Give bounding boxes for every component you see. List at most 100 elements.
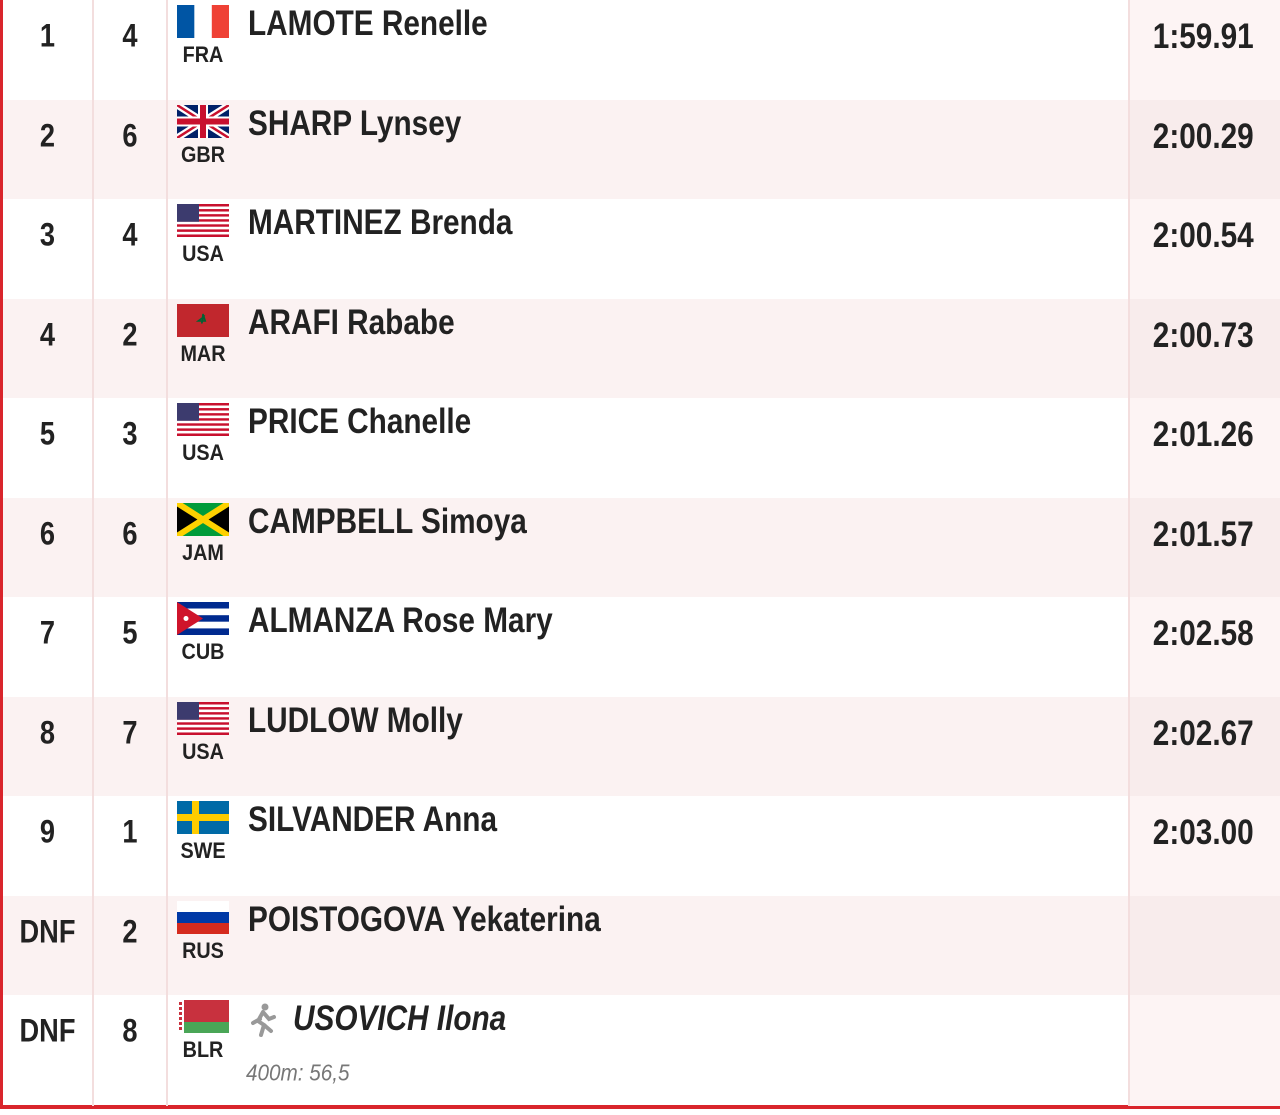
country-code: JAM bbox=[182, 539, 224, 565]
country-code: USA bbox=[182, 440, 224, 465]
lane-cell: 6 bbox=[94, 497, 168, 597]
flag-image bbox=[177, 1000, 229, 1033]
athlete-name: MARTINEZ Brenda bbox=[248, 203, 513, 242]
time-cell: 2:01.57 bbox=[1128, 497, 1280, 597]
result-row: 4 2 MAR ARAFI Rababe 2:00.73 bbox=[3, 298, 1280, 398]
flag bbox=[177, 1000, 229, 1038]
country-code: FRA bbox=[182, 42, 224, 67]
finish-time: 2:01.57 bbox=[1153, 514, 1254, 554]
rank: 9 bbox=[39, 813, 56, 850]
time-cell: 2:02.67 bbox=[1128, 696, 1280, 796]
finish-time: 2:01.26 bbox=[1153, 415, 1254, 454]
result-row: 8 7 USA LUDLOW Molly 2:02.67 bbox=[3, 696, 1280, 797]
flag-image bbox=[175, 499, 231, 539]
rank: 1 bbox=[39, 17, 56, 54]
athlete-name: ALMANZA Rose Mary bbox=[248, 601, 553, 640]
rank-cell: 6 bbox=[3, 497, 94, 597]
lane-cell: 3 bbox=[94, 398, 168, 498]
athlete-name: LUDLOW Molly bbox=[248, 700, 463, 740]
country-code: MAR bbox=[180, 340, 226, 366]
flag bbox=[177, 801, 229, 839]
finish-time: 2:02.58 bbox=[1153, 614, 1254, 653]
lane: 6 bbox=[122, 117, 138, 153]
athlete-name: LAMOTE Renelle bbox=[248, 4, 488, 43]
flag-image bbox=[177, 801, 229, 834]
lane-cell: 2 bbox=[94, 298, 168, 398]
flag bbox=[177, 602, 229, 640]
athlete-cell: RUS POISTOGOVA Yekaterina bbox=[168, 896, 1128, 996]
athlete-name: CAMPBELL Simoya bbox=[248, 501, 527, 541]
athlete-name: ARAFI Rababe bbox=[248, 302, 455, 342]
rank-cell: 5 bbox=[3, 398, 94, 498]
rank-cell: 4 bbox=[3, 298, 94, 398]
flag bbox=[177, 303, 229, 342]
lane-cell: 2 bbox=[94, 895, 168, 995]
time-cell: 2:01.26 bbox=[1128, 398, 1280, 498]
result-row: DNF 2 RUS POISTOGOVA Yekaterina bbox=[3, 895, 1280, 996]
lane: 5 bbox=[122, 614, 138, 651]
flag bbox=[177, 403, 229, 441]
finish-time: 2:03.00 bbox=[1153, 813, 1254, 852]
result-row: 6 6 JAM CAMPBELL Simoya 2:01.57 bbox=[3, 497, 1280, 597]
finish-time: 2:02.67 bbox=[1153, 713, 1254, 753]
rank: 6 bbox=[39, 515, 56, 551]
athlete-cell: USA LUDLOW Molly bbox=[168, 697, 1128, 797]
lane-cell: 4 bbox=[94, 199, 168, 299]
athlete-cell: SWE SILVANDER Anna bbox=[168, 796, 1128, 896]
flag bbox=[177, 5, 229, 43]
athlete-name: SHARP Lynsey bbox=[248, 103, 462, 143]
rank-cell: 7 bbox=[3, 597, 94, 697]
flag bbox=[175, 101, 231, 143]
flag-image bbox=[177, 204, 229, 237]
flag-image bbox=[177, 403, 229, 436]
rank: DNF bbox=[19, 913, 76, 949]
lane: 6 bbox=[122, 515, 138, 551]
rank: 4 bbox=[39, 316, 56, 352]
lane: 1 bbox=[122, 813, 138, 850]
finish-time: 2:00.29 bbox=[1153, 116, 1254, 156]
finish-time: 2:00.73 bbox=[1153, 315, 1254, 355]
country-code: USA bbox=[182, 738, 224, 764]
lane-cell: 8 bbox=[94, 995, 168, 1106]
rank-cell: 8 bbox=[3, 696, 94, 796]
result-row: 1 4 FRA LAMOTE Renelle 1:59.91 bbox=[3, 0, 1280, 100]
rank-cell: 9 bbox=[3, 796, 94, 896]
rank: 5 bbox=[39, 415, 56, 452]
time-cell: 2:00.54 bbox=[1128, 199, 1280, 299]
country-code: GBR bbox=[180, 141, 225, 167]
rank: 8 bbox=[39, 714, 56, 750]
rank-cell: DNF bbox=[3, 895, 94, 995]
country-code: RUS bbox=[182, 937, 224, 963]
time-cell: 2:00.73 bbox=[1128, 298, 1280, 398]
lane-cell: 4 bbox=[94, 0, 168, 100]
lane-cell: 1 bbox=[94, 796, 168, 896]
time-cell: 1:59.91 bbox=[1128, 0, 1280, 100]
athlete-cell: USA MARTINEZ Brenda bbox=[168, 199, 1128, 299]
flag-image bbox=[177, 900, 229, 934]
lane: 2 bbox=[122, 913, 138, 949]
time-cell bbox=[1128, 895, 1280, 995]
runner-icon bbox=[251, 1003, 276, 1037]
result-row: DNF 8 BLR USOVICH Ilona 400m: 56,5 bbox=[3, 995, 1280, 1106]
athlete-cell: GBR SHARP Lynsey bbox=[168, 100, 1128, 200]
athlete-cell: FRA LAMOTE Renelle bbox=[168, 0, 1128, 100]
flag-image bbox=[177, 701, 229, 735]
time-cell bbox=[1128, 995, 1280, 1106]
country-code: SWE bbox=[180, 838, 226, 863]
flag bbox=[175, 499, 231, 541]
rank-cell: 2 bbox=[3, 99, 94, 199]
flag-image bbox=[175, 101, 231, 141]
flag bbox=[177, 204, 229, 242]
time-cell: 2:03.00 bbox=[1128, 796, 1280, 896]
status-icon bbox=[248, 1003, 278, 1042]
split-note: 400m: 56,5 bbox=[246, 1059, 350, 1086]
athlete-cell: BLR USOVICH Ilona 400m: 56,5 bbox=[168, 995, 1128, 1106]
result-row: 9 1 SWE SILVANDER Anna 2:03.00 bbox=[3, 796, 1280, 896]
lane: 4 bbox=[122, 216, 138, 253]
country-code: BLR bbox=[182, 1037, 224, 1062]
athlete-name: USOVICH Ilona bbox=[293, 999, 507, 1038]
time-cell: 2:00.29 bbox=[1128, 99, 1280, 199]
lane: 8 bbox=[122, 1012, 138, 1049]
